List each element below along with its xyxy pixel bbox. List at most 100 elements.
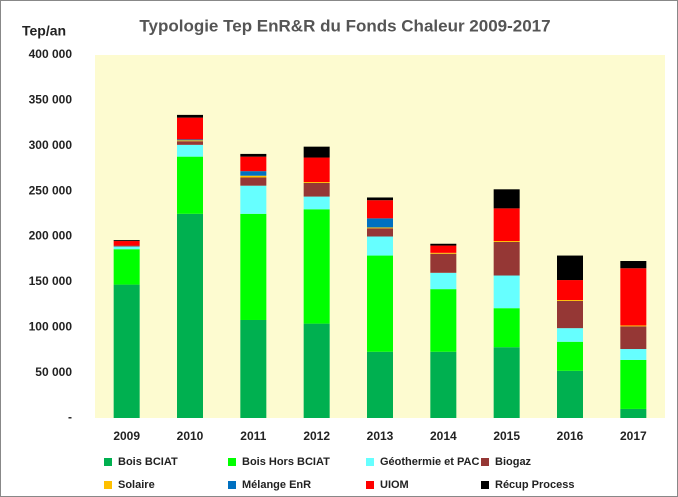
bar-segment bbox=[303, 323, 330, 418]
bar-segment bbox=[430, 289, 457, 352]
bar-segment bbox=[113, 245, 140, 247]
bar-segment bbox=[303, 196, 330, 210]
x-tick-label: 2011 bbox=[240, 429, 266, 443]
bar-segment bbox=[493, 241, 520, 276]
bar-segment bbox=[430, 253, 457, 273]
bar-segment bbox=[367, 218, 393, 228]
legend-label: Bois Hors BCIAT bbox=[242, 456, 330, 468]
x-tick-label: 2013 bbox=[367, 429, 394, 443]
bar-segment bbox=[240, 156, 267, 172]
bar-segment bbox=[430, 272, 457, 290]
bar-segment bbox=[367, 228, 393, 237]
bar-segment bbox=[620, 326, 647, 350]
bar-segment bbox=[303, 182, 330, 183]
legend-label: Biogaz bbox=[495, 456, 532, 468]
bar-segment bbox=[430, 243, 457, 246]
bar-segment bbox=[430, 351, 457, 418]
legend-swatch bbox=[366, 481, 374, 489]
x-tick-label: 2017 bbox=[620, 429, 647, 443]
bar-segment bbox=[240, 185, 267, 214]
x-tick-label: 2015 bbox=[493, 429, 520, 443]
bar-segment bbox=[493, 275, 520, 309]
legend-swatch bbox=[228, 481, 236, 489]
bar-segment bbox=[557, 280, 583, 301]
bar-segment bbox=[557, 341, 583, 371]
bar-segment bbox=[177, 144, 203, 157]
y-tick-label: 150 000 bbox=[29, 274, 73, 288]
bar-segment bbox=[240, 213, 267, 320]
y-tick-label: - bbox=[68, 410, 72, 424]
y-tick-label: 50 000 bbox=[35, 365, 72, 379]
bar-segment bbox=[430, 245, 457, 253]
legend-label: Récup Process bbox=[495, 479, 574, 491]
y-tick-label: 350 000 bbox=[29, 93, 73, 107]
x-tick-label: 2010 bbox=[177, 429, 204, 443]
bar-segment bbox=[557, 300, 583, 301]
bar-segment bbox=[367, 200, 393, 219]
bar-segment bbox=[177, 156, 203, 214]
bar-segment bbox=[620, 349, 647, 360]
legend-label: Solaire bbox=[118, 479, 155, 491]
bar-segment bbox=[620, 359, 647, 409]
bar-segment bbox=[620, 268, 647, 326]
bar-segment bbox=[113, 241, 140, 246]
bar-segment bbox=[367, 227, 393, 229]
bar-segment bbox=[113, 246, 140, 250]
x-tick-label: 2009 bbox=[113, 429, 140, 443]
chart-title: Typologie Tep EnR&R du Fonds Chaleur 200… bbox=[139, 16, 550, 35]
y-tick-label: 400 000 bbox=[29, 47, 73, 61]
x-tick-label: 2016 bbox=[557, 429, 584, 443]
bar-segment bbox=[177, 141, 203, 145]
bar-segment bbox=[430, 252, 457, 254]
y-tick-label: 200 000 bbox=[29, 229, 73, 243]
bar-segment bbox=[367, 197, 393, 201]
y-tick-label: 100 000 bbox=[29, 319, 73, 333]
bar-segment bbox=[177, 213, 203, 418]
bar-segment bbox=[177, 114, 203, 118]
bar-segment bbox=[240, 177, 267, 186]
bar-segment bbox=[620, 408, 647, 418]
bar-segment bbox=[367, 255, 393, 352]
x-tick-label: 2014 bbox=[430, 429, 457, 443]
bar-segment bbox=[113, 284, 140, 418]
bar-segment bbox=[240, 171, 267, 176]
bar-segment bbox=[557, 370, 583, 418]
bar-segment bbox=[557, 300, 583, 329]
bar-segment bbox=[367, 236, 393, 256]
bar-segment bbox=[240, 319, 267, 418]
bar-segment bbox=[303, 146, 330, 158]
legend-swatch bbox=[481, 481, 489, 489]
legend-label: Géothermie et PAC bbox=[380, 456, 479, 468]
bar-segment bbox=[240, 153, 267, 157]
legend-label: UIOM bbox=[380, 479, 409, 491]
bar-segment bbox=[620, 325, 647, 327]
bar-segment bbox=[493, 208, 520, 242]
bar-segment bbox=[493, 189, 520, 209]
bar-segment bbox=[367, 351, 393, 418]
legend-label: Mélange EnR bbox=[242, 479, 311, 491]
bar-segment bbox=[620, 261, 647, 269]
y-tick-label: 300 000 bbox=[29, 138, 73, 152]
legend-label: Bois BCIAT bbox=[118, 456, 178, 468]
bar-segment bbox=[493, 241, 520, 242]
bar-segment bbox=[240, 175, 267, 178]
bar-segment bbox=[493, 308, 520, 348]
legend-swatch bbox=[481, 458, 489, 466]
bar-segment bbox=[177, 139, 203, 141]
bar-segment bbox=[303, 182, 330, 197]
bar-segment bbox=[113, 249, 140, 285]
y-tick-label: 250 000 bbox=[29, 183, 73, 197]
legend-swatch bbox=[104, 481, 112, 489]
legend-swatch bbox=[104, 458, 112, 466]
bar-segment bbox=[557, 255, 583, 281]
bar-segment bbox=[557, 328, 583, 342]
bar-segment bbox=[493, 347, 520, 418]
bar-segment bbox=[177, 140, 203, 142]
x-tick-label: 2012 bbox=[303, 429, 330, 443]
bar-segment bbox=[113, 240, 140, 242]
bar-segment bbox=[303, 157, 330, 183]
bar-segment bbox=[303, 209, 330, 324]
legend-swatch bbox=[366, 458, 374, 466]
bar-segment bbox=[177, 117, 203, 140]
